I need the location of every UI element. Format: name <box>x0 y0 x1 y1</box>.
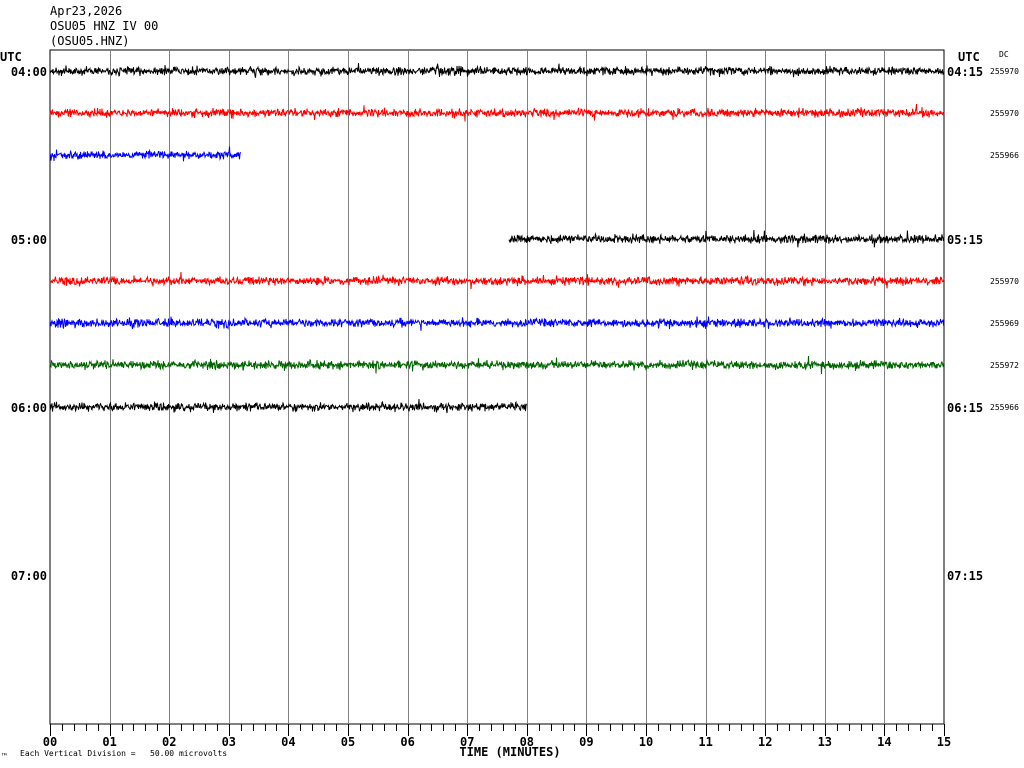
header-date: Apr23,2026 <box>50 4 123 18</box>
x-tick-label-11: 11 <box>698 735 712 749</box>
hour-label-right-2: 06:15 <box>947 401 983 415</box>
hour-label-left-1: 05:00 <box>11 233 47 247</box>
x-axis-label: TIME (MINUTES) <box>459 745 560 759</box>
trace-row-6 <box>49 316 945 331</box>
x-tick-label-06: 06 <box>400 735 414 749</box>
header-station: OSU05 HNZ IV 00 <box>50 19 159 33</box>
hour-label-left-2: 06:00 <box>11 401 47 415</box>
x-tick-label-09: 09 <box>579 735 593 749</box>
hour-label-left-3: 07:00 <box>11 569 47 583</box>
trace-row-4 <box>508 229 945 248</box>
x-tick-label-04: 04 <box>281 735 295 749</box>
hour-label-right-1: 05:15 <box>947 233 983 247</box>
trace-row-5 <box>49 271 945 290</box>
dc-value-row-8: 255966 <box>990 403 1019 412</box>
trace-row-8 <box>49 399 527 414</box>
x-tick-label-00: 00 <box>43 735 57 749</box>
x-tick-label-12: 12 <box>758 735 772 749</box>
x-tick-label-03: 03 <box>222 735 236 749</box>
dc-value-row-7: 255972 <box>990 361 1019 370</box>
dc-value-row-6: 255969 <box>990 319 1019 328</box>
hour-label-right-0: 04:15 <box>947 65 983 79</box>
trace-row-2 <box>49 146 241 162</box>
corner-mark: ™ <box>2 752 7 761</box>
hour-label-left-0: 04:00 <box>11 65 47 79</box>
trace-row-0 <box>49 63 945 78</box>
right-utc-label: UTC <box>958 50 980 64</box>
dc-label: DC <box>999 50 1009 59</box>
x-tick-label-02: 02 <box>162 735 176 749</box>
header-channel-code: (OSU05.HNZ) <box>50 34 130 48</box>
hour-label-right-3: 07:15 <box>947 569 983 583</box>
x-tick-label-08: 08 <box>520 735 534 749</box>
x-tick-label-13: 13 <box>818 735 832 749</box>
dc-value-row-2: 255966 <box>990 151 1019 160</box>
x-tick-label-01: 01 <box>102 735 116 749</box>
plot-frame <box>49 49 945 725</box>
dc-value-row-0: 255970 <box>990 67 1019 76</box>
x-tick-label-07: 07 <box>460 735 474 749</box>
dc-value-row-1: 255970 <box>990 109 1019 118</box>
trace-row-7 <box>49 355 945 375</box>
x-tick-label-10: 10 <box>639 735 653 749</box>
x-tick-label-05: 05 <box>341 735 355 749</box>
dc-value-row-5: 255970 <box>990 277 1019 286</box>
trace-row-1 <box>49 103 945 122</box>
x-tick-label-15: 15 <box>937 735 951 749</box>
vertical-division-note: Each Vertical Division = 50.00 microvolt… <box>20 749 228 758</box>
left-utc-label: UTC <box>0 50 22 64</box>
x-tick-label-14: 14 <box>877 735 891 749</box>
